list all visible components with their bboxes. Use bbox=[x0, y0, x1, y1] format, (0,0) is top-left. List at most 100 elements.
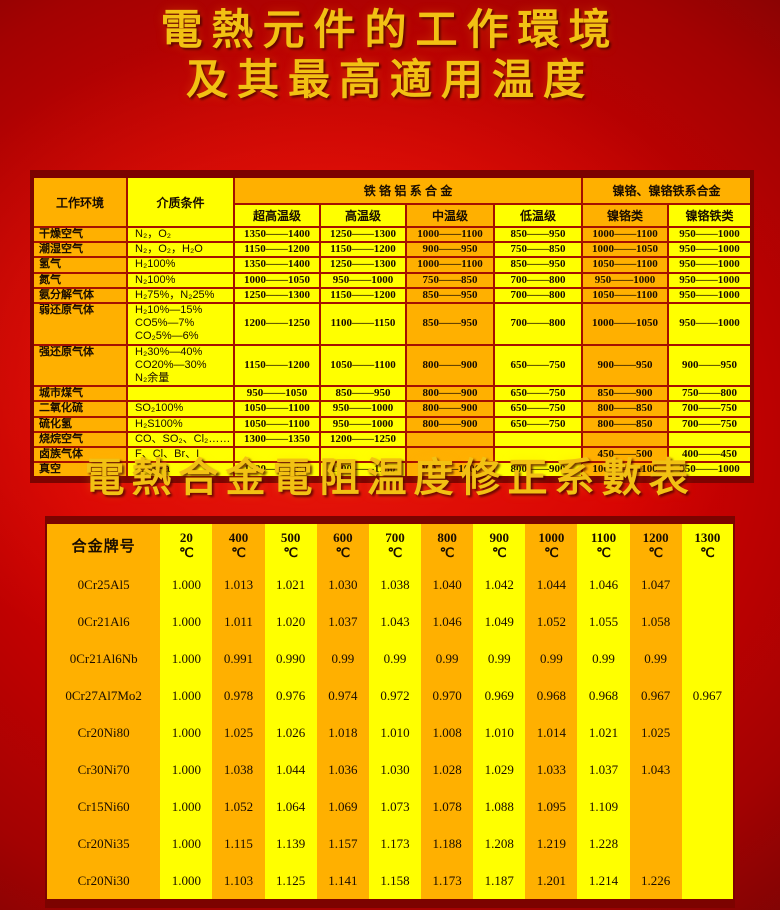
coef-cell: 1.042 bbox=[473, 566, 526, 603]
alloy-cell: Cr20Ni35 bbox=[46, 825, 161, 862]
temp-unit: ℃ bbox=[283, 545, 298, 560]
value-cell: 950——1000 bbox=[667, 271, 754, 289]
coef-cell: 0.969 bbox=[473, 677, 526, 714]
coef-cell: 1.139 bbox=[264, 825, 317, 862]
coef-table-body: 0Cr25Al5 1.000 1.013 1.021 1.030 1.038 1.040 1.… bbox=[46, 566, 734, 904]
page-title-line2: 及其最高適用温度 bbox=[185, 58, 594, 104]
coef-cell: 1.038 bbox=[368, 566, 422, 603]
env-subheader-ultra-high: 超高温级 bbox=[233, 203, 321, 228]
value-cell: 800——900 bbox=[492, 461, 584, 481]
temp-unit: ℃ bbox=[335, 545, 351, 560]
coef-cell: 0.968 bbox=[577, 677, 630, 714]
value-cell: 850——900 bbox=[581, 385, 670, 403]
value-cell: 1050——1100 bbox=[233, 400, 321, 418]
value-cell: 650——750 bbox=[492, 385, 584, 403]
coef-table-row: 0Cr21Al6 1.000 1.011 1.020 1.037 1.043 1.046 1.… bbox=[46, 603, 734, 640]
value-cell bbox=[319, 446, 407, 464]
coef-cell: 0.99 bbox=[473, 640, 526, 677]
value-cell bbox=[233, 446, 321, 464]
coef-cell: 1.037 bbox=[577, 751, 630, 788]
coef-table-container: 合金牌号 20 ℃ 400 ℃ 500 ℃ 600 ℃ 700 ℃ 800 ℃ 900 ℃ 1000 ℃ 110… bbox=[45, 516, 735, 908]
coef-table-row: 0Cr21Al6Nb 1.000 0.991 0.990 0.99 0.99 0.99 0.9… bbox=[46, 640, 734, 677]
coef-cell: 1.157 bbox=[316, 825, 369, 862]
coef-cell: 0.99 bbox=[368, 640, 422, 677]
alloy-cell: 0Cr21Al6Nb bbox=[46, 640, 161, 677]
value-cell: 750——850 bbox=[405, 271, 495, 289]
value-cell: 950——1000 bbox=[581, 271, 670, 289]
coef-table-row: 0Cr27Al7Mo2 1.000 0.978 0.976 0.974 0.972 0.97… bbox=[46, 677, 734, 714]
value-cell: 650——750 bbox=[492, 415, 584, 433]
env-cell: 硫化氢 bbox=[31, 415, 128, 433]
coef-table-row: 0Cr25Al5 1.000 1.013 1.021 1.030 1.038 1.040 1.… bbox=[46, 566, 734, 603]
env-table-row: 弱还原气体 H₂10%—15% CO5%—7% CO₂5%—6% 1200——125… bbox=[31, 302, 754, 346]
value-cell: 950——1000 bbox=[667, 241, 754, 259]
env-subheader-nicrfe: 镍铬铁类 bbox=[667, 203, 754, 228]
coef-cell: 1.033 bbox=[525, 751, 578, 788]
coef-table-row: Cr20Ni30 1.000 1.103 1.125 1.141 1.158 1.173 1.… bbox=[46, 862, 734, 904]
coef-cell: 1.029 bbox=[473, 751, 526, 788]
value-cell: 1000——1050 bbox=[233, 271, 321, 289]
env-cell: 弱还原气体 bbox=[31, 302, 128, 346]
coef-cell: 0.99 bbox=[525, 640, 578, 677]
value-cell: 1000——1050 bbox=[581, 302, 670, 346]
medium-cell: F、Cl、Br、I bbox=[126, 446, 235, 464]
value-cell: 800——850 bbox=[581, 415, 670, 433]
coef-table-row: Cr20Ni80 1.000 1.025 1.026 1.018 1.010 1.008 1.… bbox=[46, 714, 734, 751]
coef-table-row: Cr20Ni35 1.000 1.115 1.139 1.157 1.173 1.188 1.… bbox=[46, 825, 734, 862]
env-cell: 真空 bbox=[31, 461, 128, 481]
coef-cell: 1.025 bbox=[629, 714, 682, 751]
temp-value: 400 bbox=[228, 530, 249, 545]
value-cell: 700——750 bbox=[667, 400, 754, 418]
coef-cell: 0.967 bbox=[629, 677, 682, 714]
value-cell: 450——500 bbox=[581, 446, 670, 464]
coef-cell: 1.025 bbox=[212, 714, 265, 751]
coef-cell: 1.030 bbox=[368, 751, 422, 788]
section-title: 電熱合金電阻温度修正系數表 bbox=[84, 455, 696, 500]
coef-cell: 1.141 bbox=[316, 862, 369, 904]
value-cell: 1000——1100 bbox=[581, 225, 670, 244]
coef-table-header: 合金牌号 20 ℃ 400 ℃ 500 ℃ 600 ℃ 700 ℃ 800 ℃ 900 ℃ 1000 ℃ 110… bbox=[46, 520, 734, 566]
coef-cell: 1.158 bbox=[368, 862, 422, 904]
value-cell: 1000——1100 bbox=[405, 256, 495, 274]
temp-value: 20 bbox=[179, 530, 193, 545]
value-cell: 1050——1100 bbox=[581, 286, 670, 305]
coef-cell: 1.000 bbox=[160, 566, 213, 603]
coef-cell: 1.000 bbox=[160, 640, 213, 677]
env-header-row-sub: 超高温级 高温级 中温级 低温级 镍铬类 镍铬铁类 bbox=[32, 203, 754, 228]
coef-cell: 0.967 bbox=[681, 677, 734, 714]
coef-cell: 1.014 bbox=[525, 714, 578, 751]
coef-cell: 1.095 bbox=[525, 788, 578, 825]
env-table-row: 真空 1.33Pa 1200——1250 1100——1150 900——1000 800… bbox=[31, 461, 754, 481]
value-cell: 950——1000 bbox=[667, 461, 754, 481]
coef-cell: 0.990 bbox=[264, 640, 317, 677]
coef-cell: 1.103 bbox=[212, 862, 265, 904]
coef-cell: 1.036 bbox=[316, 751, 369, 788]
medium-cell: N₂100% bbox=[126, 271, 235, 289]
coef-cell bbox=[681, 825, 734, 862]
coef-header-temp: 1000 ℃ bbox=[525, 520, 578, 566]
value-cell: 650——750 bbox=[492, 400, 584, 418]
coef-table-row: Cr15Ni60 1.000 1.052 1.064 1.069 1.073 1.078 1.… bbox=[46, 788, 734, 825]
coef-cell: 1.008 bbox=[421, 714, 474, 751]
value-cell: 900——950 bbox=[667, 343, 754, 388]
medium-cell: H₂75%，N₂25% bbox=[126, 286, 235, 305]
env-table-header: 工作环境 介质条件 铁 铬 铝 系 合 金 镍铬、镍铬铁系合金 超高温级 高温级… bbox=[31, 173, 754, 228]
coef-cell: 1.069 bbox=[316, 788, 369, 825]
medium-cell: N₂，O₂ bbox=[126, 225, 235, 244]
value-cell: 950——1050 bbox=[233, 385, 321, 403]
env-table-row: 潮湿空气 N₂，O₂，H₂O 1150——1200 1150——1200 900——95… bbox=[31, 241, 754, 259]
env-cell: 城市煤气 bbox=[31, 385, 128, 403]
value-cell bbox=[492, 446, 584, 464]
value-cell: 1100——1150 bbox=[319, 461, 407, 481]
env-header-medium: 介质条件 bbox=[126, 173, 235, 228]
env-cell: 二氧化硫 bbox=[31, 400, 128, 418]
value-cell: 1200——1250 bbox=[319, 430, 407, 449]
value-cell: 650——750 bbox=[492, 343, 584, 388]
coef-cell: 1.125 bbox=[264, 862, 317, 904]
medium-cell: H₂30%—40% CO20%—30% N₂余量 bbox=[126, 343, 235, 388]
coef-header-temp: 400 ℃ bbox=[212, 520, 265, 566]
coef-cell: 1.043 bbox=[368, 603, 422, 640]
alloy-cell: Cr15Ni60 bbox=[46, 788, 161, 825]
coef-cell: 1.000 bbox=[160, 862, 213, 904]
coef-cell: 1.040 bbox=[421, 566, 474, 603]
